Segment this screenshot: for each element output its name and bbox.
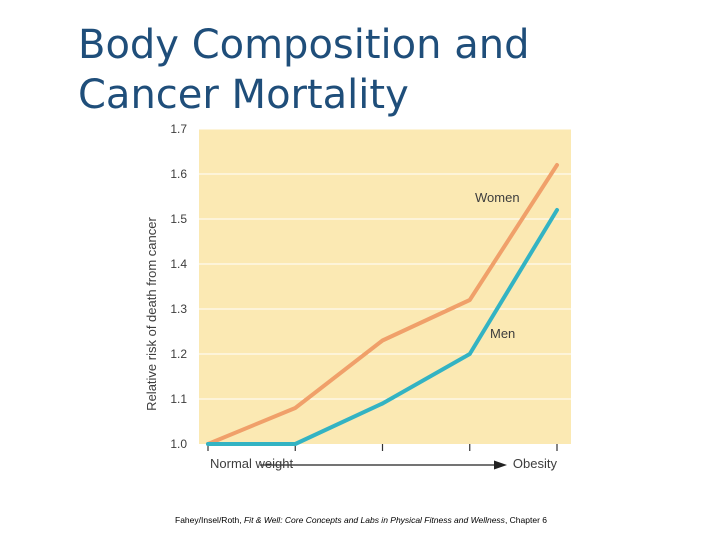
source-caption: Fahey/Insel/Roth, Fit & Well: Core Conce… xyxy=(175,515,547,525)
y-tick-label: 1.1 xyxy=(170,392,187,406)
plot-area xyxy=(199,129,571,444)
series-label-women: Women xyxy=(475,190,520,205)
caption-authors: Fahey/Insel/Roth, xyxy=(175,515,244,525)
y-tick-label: 1.6 xyxy=(170,167,187,181)
y-tick-label: 1.0 xyxy=(170,437,187,451)
slide-title: Body Composition and Cancer Mortality xyxy=(78,20,529,120)
cancer-risk-line-chart: 1.0 1.1 1.2 1.3 1.4 1.5 1.6 1.7 Women Men Relati… xyxy=(144,124,573,486)
y-tick-label: 1.5 xyxy=(170,212,187,226)
x-axis-start-label: Normal weight xyxy=(210,456,293,471)
y-tick-label: 1.2 xyxy=(170,347,187,361)
x-axis-arrow-head xyxy=(494,460,507,470)
caption-chapter: , Chapter 6 xyxy=(504,515,547,525)
y-tick-label: 1.7 xyxy=(170,124,187,136)
y-tick-label: 1.4 xyxy=(170,257,187,271)
series-label-men: Men xyxy=(490,326,515,341)
slide-title-line-1: Body Composition and xyxy=(78,22,530,68)
x-axis-end-label: Obesity xyxy=(513,456,558,471)
y-axis-label: Relative risk of death from cancer xyxy=(144,217,159,411)
slide-title-line-2: Cancer Mortality xyxy=(78,72,409,118)
caption-book-title: Fit & Well: Core Concepts and Labs in Ph… xyxy=(243,515,505,525)
y-tick-label: 1.3 xyxy=(170,302,187,316)
